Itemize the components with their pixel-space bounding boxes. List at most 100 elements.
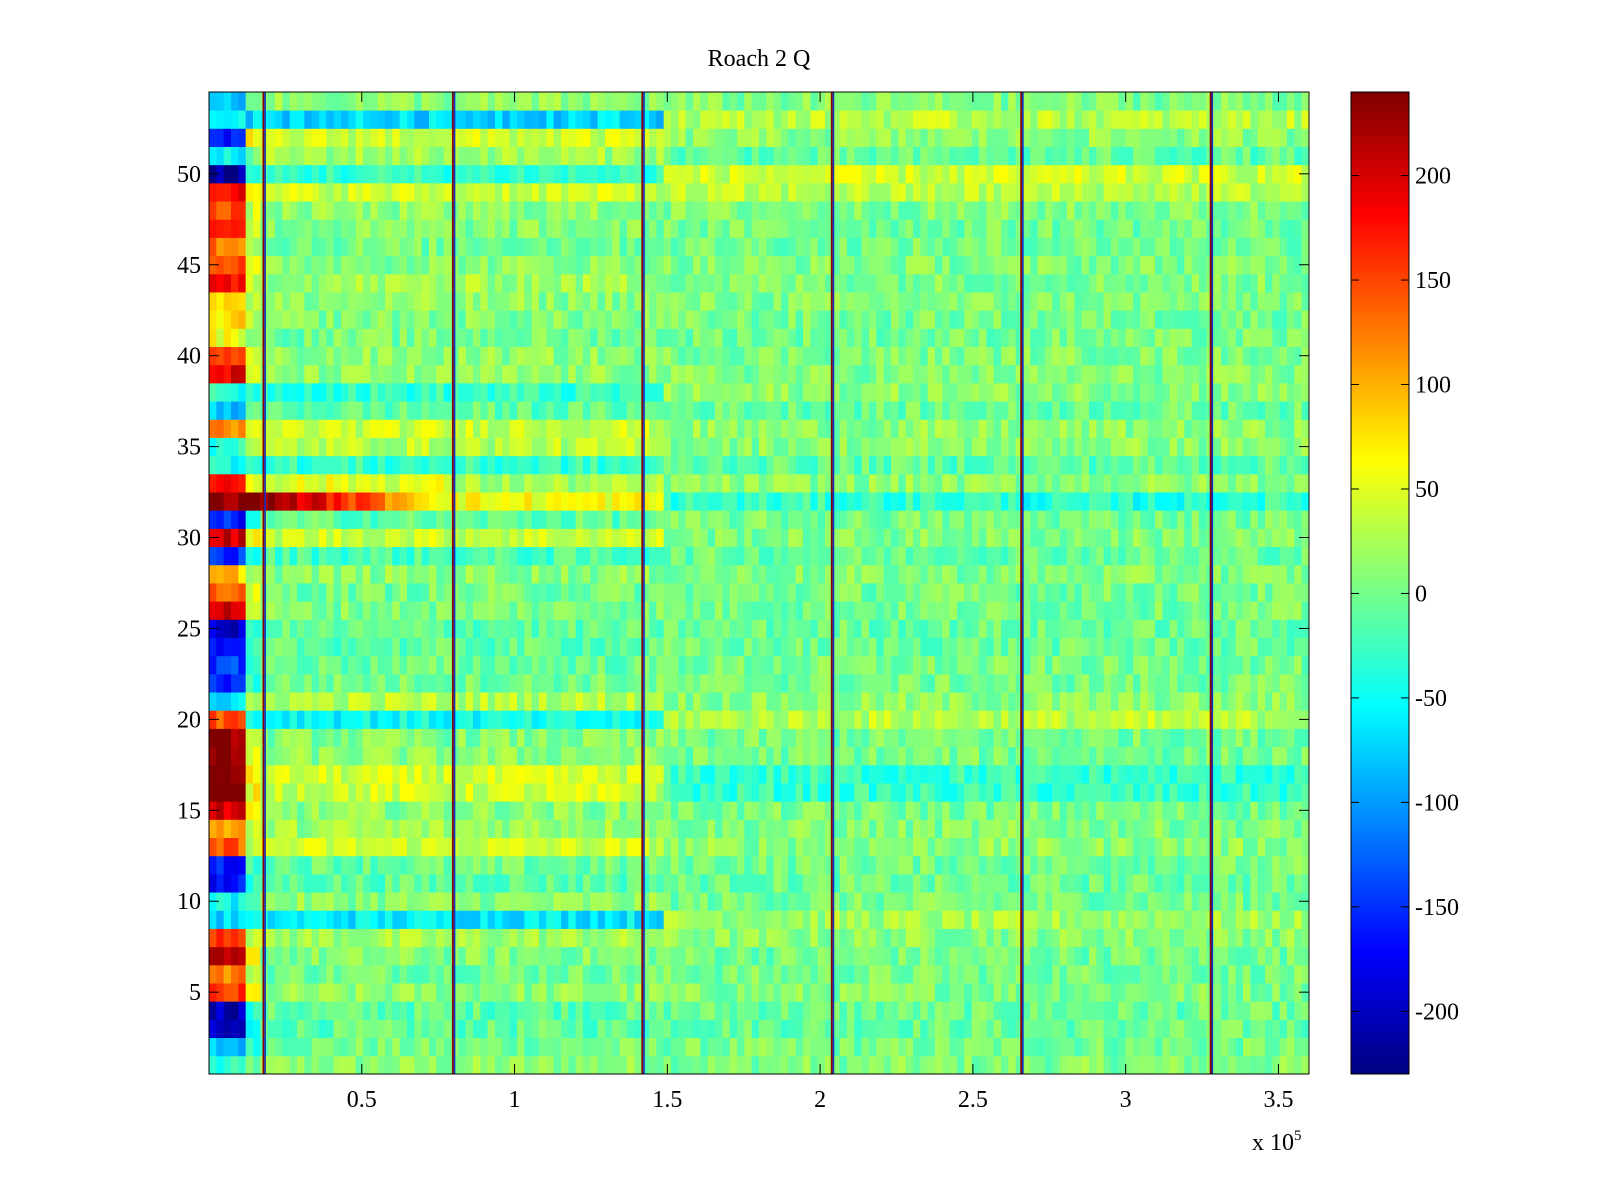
heatmap-cell [1221,710,1229,729]
heatmap-cell [905,964,914,984]
heatmap-cell [1081,1001,1090,1020]
heatmap-cell [539,546,547,566]
heatmap-cell [333,528,342,548]
heatmap-cell [942,801,951,820]
heatmap-cell [1096,673,1105,693]
heatmap-cell [216,928,225,948]
heatmap-cell [619,601,628,620]
heatmap-cell [385,964,393,984]
heatmap-cell [942,655,951,675]
heatmap-cell [289,728,298,748]
heatmap-cell [267,892,276,911]
heatmap-cell [839,710,848,729]
heatmap-cell [1250,1001,1259,1020]
heatmap-cell [524,655,533,675]
heatmap-cell [341,983,349,1002]
heatmap-cell [832,1037,841,1057]
heatmap-cell [832,1001,841,1020]
heatmap-cell [854,673,863,693]
heatmap-cell [671,1001,679,1020]
heatmap-cell [1125,801,1134,820]
heatmap-cell [546,619,555,638]
heatmap-cell [715,655,723,675]
heatmap-cell [957,1037,965,1057]
heatmap-cell [1228,473,1237,493]
heatmap-cell [715,764,723,784]
heatmap-cell [612,783,621,802]
heatmap-cell [619,728,628,748]
heatmap-cell [1279,1055,1288,1074]
heatmap-cell [1133,910,1141,929]
heatmap-cell [605,928,613,948]
heatmap-cell [1279,710,1288,729]
heatmap-cell [913,710,921,729]
heatmap-cell [905,564,914,584]
heatmap-cell [524,837,533,857]
heatmap-cell [729,819,738,838]
heatmap-cell [656,583,665,602]
heatmap-cell [1045,910,1053,929]
heatmap-cell [766,746,775,766]
heatmap-cell [1228,528,1237,548]
heatmap-cell [590,692,599,711]
heatmap-cell [480,1055,489,1074]
heatmap-cell [693,855,701,875]
heatmap-cell [502,583,511,602]
heatmap-cell [326,801,335,820]
heatmap-cell [803,1037,811,1057]
heatmap-cell [238,892,247,911]
heatmap-cell [231,637,239,657]
heatmap-cell [678,1001,687,1020]
heatmap-cell [957,583,965,602]
heatmap-cell [1059,910,1068,929]
heatmap-cell [495,473,503,493]
heatmap-cell [1133,619,1141,638]
heatmap-cell [751,1019,760,1039]
heatmap-cell [737,619,745,638]
heatmap-cell [634,564,643,584]
heatmap-cell [282,510,291,529]
heatmap-cell [480,746,489,766]
heatmap-cell [729,964,738,984]
heatmap-cell [700,855,709,875]
heatmap-cell [1199,492,1207,511]
heatmap-cell [216,528,225,548]
heatmap-cell [253,837,261,857]
heatmap-cell [304,601,313,620]
heatmap-cell [282,528,291,548]
heatmap-cell [231,837,239,857]
heatmap-cell [759,655,767,675]
heatmap-cell [627,746,635,766]
heatmap-cell [1147,655,1156,675]
heatmap-cell [1103,601,1112,620]
heatmap-cell [473,946,481,966]
heatmap-cell [1235,673,1244,693]
heatmap-cell [531,819,540,838]
heatmap-cell [407,637,415,657]
heatmap-cell [575,692,584,711]
heatmap-cell [773,855,782,875]
heatmap-cell [355,928,364,948]
heatmap-cell [1125,910,1134,929]
heatmap-cell [795,928,804,948]
heatmap-cell [553,528,562,548]
heatmap-cell [480,455,489,475]
heatmap-cell [663,910,672,929]
heatmap-cell [282,583,291,602]
heatmap-cell [1125,546,1134,566]
heatmap-cell [385,528,393,548]
heatmap-cell [1096,1001,1105,1020]
heatmap-cell [1221,583,1229,602]
heatmap-cell [495,801,503,820]
heatmap-cell [399,564,408,584]
heatmap-cell [788,583,797,602]
heatmap-cell [1001,910,1009,929]
heatmap-cell [575,710,584,729]
heatmap-cell [627,564,635,584]
heatmap-cell [634,637,643,657]
heatmap-cell [363,1037,371,1057]
heatmap-cell [1008,528,1017,548]
heatmap-cell [1243,892,1251,911]
heatmap-cell [1287,837,1295,857]
heatmap-cell [876,837,885,857]
